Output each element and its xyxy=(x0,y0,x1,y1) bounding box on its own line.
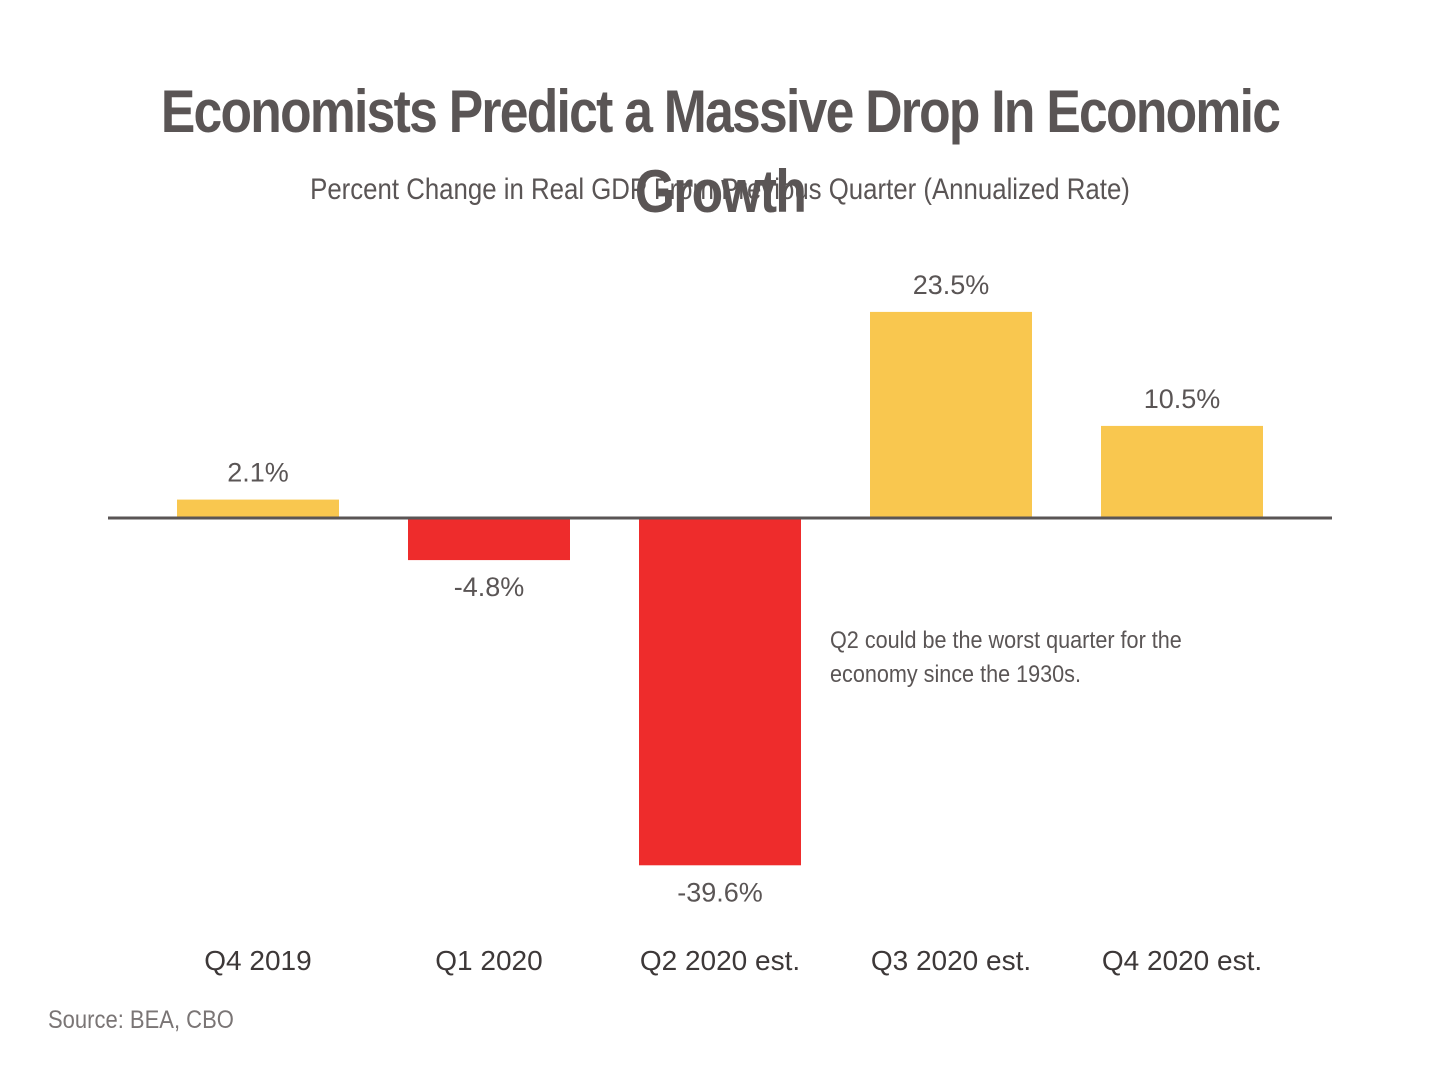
bar-q4-2019 xyxy=(177,499,339,518)
bar-q4-2020-est xyxy=(1101,425,1263,518)
chart-subtitle: Percent Change in Real GDP From Previous… xyxy=(310,173,1130,206)
category-label-q2-2020-est: Q2 2020 est. xyxy=(640,945,800,976)
category-label-q1-2020: Q1 2020 xyxy=(435,945,542,976)
category-label-q4-2020-est: Q4 2020 est. xyxy=(1102,945,1262,976)
data-label-q3-2020-est: 23.5% xyxy=(913,270,990,300)
bar-q3-2020-est xyxy=(870,311,1032,518)
category-label-q4-2019: Q4 2019 xyxy=(204,945,311,976)
q2-annotation: Q2 could be the worst quarter for the ec… xyxy=(830,627,1182,688)
data-label-q4-2019: 2.1% xyxy=(227,458,289,488)
chart-title: Economists Predict a Massive Drop In Eco… xyxy=(160,78,1281,225)
data-label-q1-2020: -4.8% xyxy=(454,572,525,602)
bar-q1-2020 xyxy=(408,518,570,561)
category-label-q3-2020-est: Q3 2020 est. xyxy=(871,945,1031,976)
data-label-q4-2020-est: 10.5% xyxy=(1144,384,1221,414)
bar-q2-2020-est xyxy=(639,518,801,866)
source-note: Source: BEA, CBO xyxy=(48,1006,234,1034)
data-label-q2-2020-est: -39.6% xyxy=(677,877,763,907)
